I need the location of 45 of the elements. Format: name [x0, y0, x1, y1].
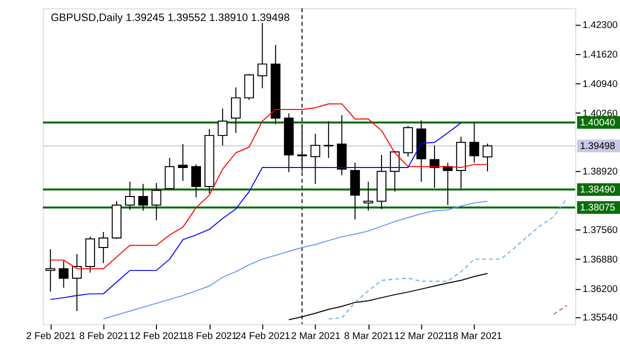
candlestick: [482, 143, 492, 172]
candlestick: [152, 182, 162, 221]
x-tick-label: 24 Feb 2021: [235, 331, 290, 342]
line-series: [50, 122, 462, 300]
candlestick: [244, 74, 254, 100]
candlestick: [257, 22, 268, 89]
x-tick-label: 8 Mar 2021: [344, 331, 394, 342]
candlestick: [230, 86, 241, 134]
y-tick-label: 1.36200: [582, 284, 618, 296]
candlestick: [98, 231, 108, 264]
candlestick: [469, 122, 480, 164]
line-series: [102, 200, 488, 320]
y-tick-label: 1.37560: [582, 225, 618, 236]
chart-title: GBPUSD,Daily 1.39245 1.39552 1.38910 1.39498: [50, 12, 290, 24]
candlestick: [58, 260, 69, 288]
candlestick: [191, 164, 201, 198]
x-tick-label: 18 Mar 2021: [447, 331, 502, 342]
x-tick-label: 2 Feb 2021: [26, 331, 76, 342]
x-tick-label: 8 Feb 2021: [79, 331, 129, 342]
candlestick: [363, 181, 374, 212]
ref-line-label: 1.38075: [580, 202, 616, 214]
candlestick: [138, 183, 148, 212]
ref-line-label: 1.40040: [580, 117, 616, 128]
candlestick: [164, 157, 174, 190]
y-tick-label: 1.38920: [582, 166, 618, 178]
y-tick-label: 1.40940: [582, 78, 618, 90]
y-tick-label: 1.35540: [582, 312, 618, 324]
candlestick: [324, 120, 334, 158]
x-tick-label: 12 Mar 2021: [394, 331, 450, 342]
y-tick-label: 1.36880: [582, 254, 618, 266]
y-tick-label: 1.42300: [582, 20, 618, 32]
x-tick-label: 12 Feb 2021: [130, 331, 184, 342]
ref-line-label: 1.39498: [580, 140, 616, 152]
candlestick: [218, 108, 228, 146]
line-series: [328, 198, 568, 320]
y-tick-label: 1.41620: [582, 50, 618, 61]
ref-line-label: 1.38490: [580, 184, 616, 196]
candlestick: [72, 254, 82, 312]
candlestick: [430, 144, 440, 188]
candlestick: [310, 133, 320, 184]
candlestick: [125, 181, 135, 210]
candlestick: [46, 248, 56, 292]
x-tick-label: 2 Mar 2021: [291, 331, 340, 342]
candlestick: [178, 144, 188, 182]
x-tick-label: 18 Feb 2021: [182, 331, 238, 342]
